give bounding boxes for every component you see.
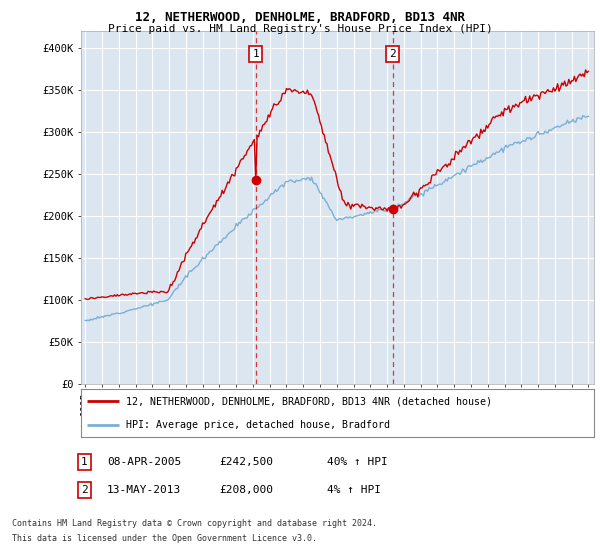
- Text: This data is licensed under the Open Government Licence v3.0.: This data is licensed under the Open Gov…: [12, 534, 317, 543]
- Text: 12, NETHERWOOD, DENHOLME, BRADFORD, BD13 4NR: 12, NETHERWOOD, DENHOLME, BRADFORD, BD13…: [135, 11, 465, 24]
- Text: £208,000: £208,000: [219, 485, 273, 495]
- Text: 12, NETHERWOOD, DENHOLME, BRADFORD, BD13 4NR (detached house): 12, NETHERWOOD, DENHOLME, BRADFORD, BD13…: [126, 396, 492, 406]
- Text: 2: 2: [81, 485, 88, 495]
- Text: Price paid vs. HM Land Registry's House Price Index (HPI): Price paid vs. HM Land Registry's House …: [107, 24, 493, 34]
- Text: 2: 2: [389, 49, 396, 59]
- Text: £242,500: £242,500: [219, 457, 273, 467]
- Text: 13-MAY-2013: 13-MAY-2013: [107, 485, 181, 495]
- Text: 08-APR-2005: 08-APR-2005: [107, 457, 181, 467]
- Text: 1: 1: [253, 49, 259, 59]
- Text: 1: 1: [81, 457, 88, 467]
- Text: 40% ↑ HPI: 40% ↑ HPI: [327, 457, 388, 467]
- Text: 4% ↑ HPI: 4% ↑ HPI: [327, 485, 381, 495]
- Text: Contains HM Land Registry data © Crown copyright and database right 2024.: Contains HM Land Registry data © Crown c…: [12, 519, 377, 528]
- Text: HPI: Average price, detached house, Bradford: HPI: Average price, detached house, Brad…: [126, 420, 390, 430]
